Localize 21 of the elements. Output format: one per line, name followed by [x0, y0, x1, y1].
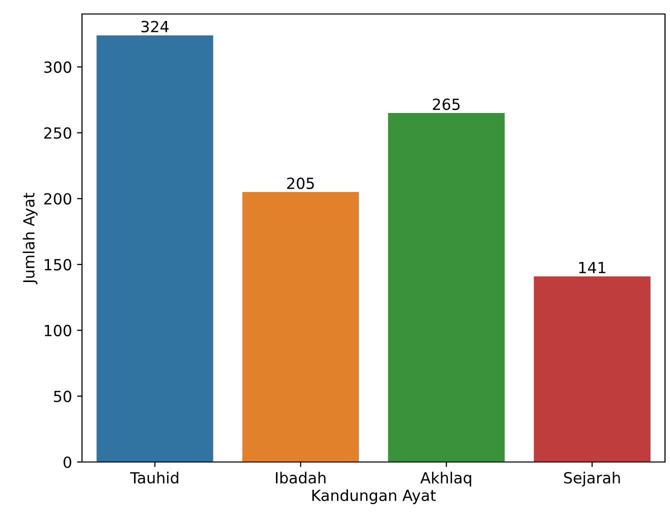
- y-tick-label: 250: [44, 127, 72, 139]
- y-tick-label: 150: [44, 258, 72, 270]
- y-tick-label: 100: [44, 324, 72, 336]
- y-tick-label: 300: [44, 61, 72, 73]
- y-tick-label: 200: [44, 193, 72, 205]
- bar: [96, 35, 214, 462]
- x-axis-title: Kandungan Ayat: [312, 489, 436, 504]
- data-label: 324: [141, 20, 169, 32]
- data-label: 265: [432, 98, 460, 110]
- bar: [534, 276, 650, 462]
- bar: [388, 113, 505, 462]
- data-label: 205: [287, 178, 314, 190]
- y-tick-label: 50: [54, 390, 72, 402]
- x-tick-label: Tauhid: [130, 472, 178, 484]
- x-tick-label: Akhlaq: [420, 472, 472, 487]
- y-tick-label: 0: [64, 456, 72, 468]
- bar: [242, 192, 359, 462]
- x-tick-label: Ibadah: [276, 472, 326, 484]
- x-tick-label: Sejarah: [564, 472, 620, 487]
- data-label: 141: [579, 262, 606, 274]
- y-axis-title: Jumlah Ayat: [22, 192, 38, 284]
